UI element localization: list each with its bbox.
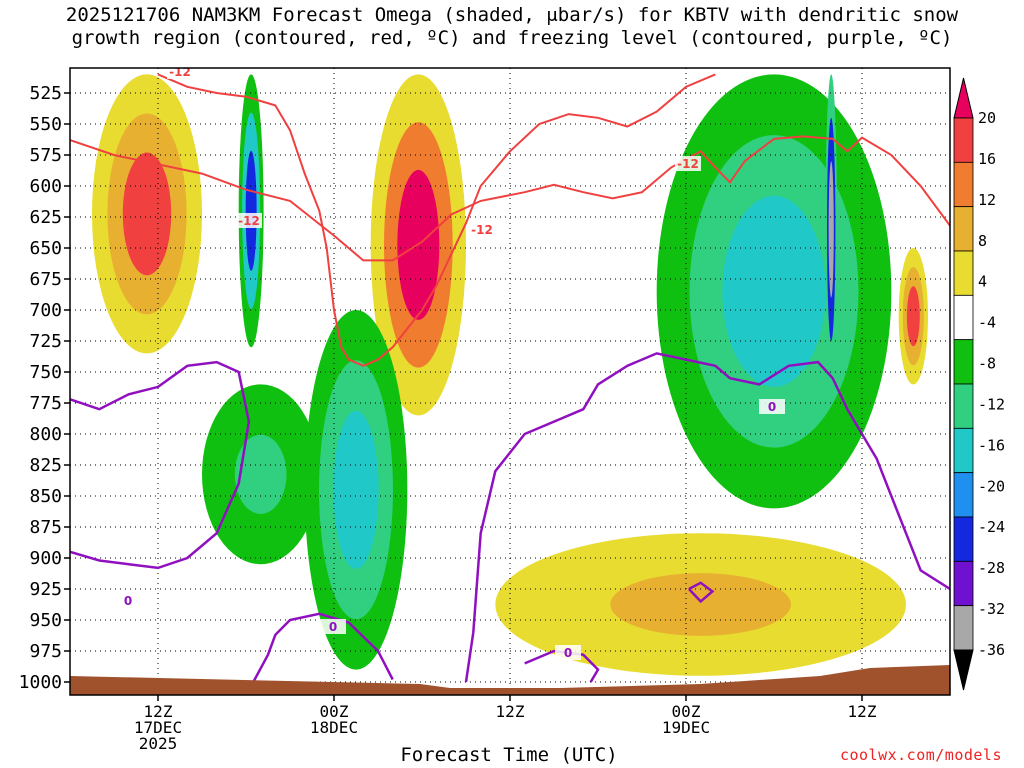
colorbar-top-arrow [953,77,974,119]
dgz-contour-label-bg [167,68,193,79]
colorbar-swatch [953,294,974,341]
colorbar-label: 12 [978,191,996,209]
colorbar-label: 20 [978,109,996,127]
omega-cell-downward-motion-east [722,195,826,387]
x-tick-label: 00Z [672,702,701,721]
omega-cell-upward-motion-east [906,286,920,347]
y-tick-label: 825 [29,455,62,476]
dgz-contour-label: -12 [169,65,191,79]
chart-title-line2: growth region (contoured, red, ºC) and f… [71,27,953,49]
omega-cell-downward-motion-core-west [245,150,257,271]
y-tick-label: 625 [29,207,62,228]
omega-cell-downward-motion-midlevel [234,434,287,514]
y-tick-label: 875 [29,517,62,538]
y-tick-label: 850 [29,486,62,507]
colorbar-swatch [953,206,974,252]
colorbar-swatch [953,250,974,296]
chart-title-line1: 2025121706 NAM3KM Forecast Omega (shaded… [65,4,959,26]
contour-freezing_level_main [464,352,950,683]
freezing-contour-label: 0 [124,594,132,608]
contour-freezing_level_dip [524,649,600,683]
x-tick-label: 17DEC [134,718,182,737]
colorbar-swatch [953,516,974,562]
colorbar-swatch [953,339,974,385]
colorbar-swatch [953,383,974,429]
y-tick-label: 1000 [19,672,62,693]
y-tick-label: 800 [29,424,62,445]
dgz-contour-label: -12 [677,157,699,171]
dgz-contour-label: -12 [238,214,260,228]
dgz-contour-label-bg [469,222,495,237]
freezing-contour-label-bg [320,619,346,634]
contour-dgz_minus12_upper [70,135,950,262]
contour-layer: -12 -12 -12 -12 0 0 0 0 [70,65,950,683]
freezing-contour-label-bg [115,593,141,608]
colorbar-label: -20 [978,477,1005,495]
y-tick-label: 525 [29,83,62,104]
omega-cell-upward-motion-west [122,152,172,276]
x-tick-label: 12Z [496,702,525,721]
contour-freezing_level_mid [252,612,394,683]
colorbar-label: -4 [978,314,996,332]
y-tick-label: 900 [29,548,62,569]
dgz-contour-label: -12 [471,223,493,237]
colorbar-label: -24 [978,518,1005,536]
x-axis-title: Forecast Time (UTC) [400,744,618,766]
x-tick-label: 12Z [144,702,173,721]
x-tick-label: 00Z [320,702,349,721]
chart-title: 2025121706 NAM3KM Forecast Omega (shaded… [0,4,1024,50]
colorbar-label: 4 [978,273,987,291]
colorbar-label: -36 [978,641,1005,659]
y-tick-label: 925 [29,579,62,600]
contour-freezing_level_west [70,360,251,570]
y-tick-label: 600 [29,176,62,197]
colorbar-label: -8 [978,355,996,373]
freezing-contour-label-bg [759,399,785,414]
omega-cell-downward-motion-lowlevel [333,410,379,569]
colorbar-label: -28 [978,559,1005,577]
y-tick-label: 550 [29,114,62,135]
colorbar-swatch [953,161,974,208]
y-tick-label: 575 [29,145,62,166]
freezing-contour-label: 0 [329,620,337,634]
dgz-contour-label-bg [236,213,262,228]
freezing-contour-label-bg [555,645,581,660]
dgz-contour-label-bg [675,156,701,171]
colorbar-swatch [953,427,974,474]
colorbar-label: -12 [978,395,1005,413]
colorbar-label: -16 [978,436,1005,454]
colorbar: 20 16 12 8 4 -4 -8 -12 -16 -20 -24 -28 -32 -36 [953,77,1005,691]
y-tick-label: 650 [29,238,62,259]
contour-freezing_level_east_loop [687,581,715,604]
y-tick-label: 775 [29,393,62,414]
colorbar-swatch [953,605,974,651]
colorbar-label: 16 [978,150,996,168]
contour-dgz_minus12_lower [157,73,716,367]
omega-cell-downward-motion-core-east [828,161,834,298]
colorbar-swatch [953,117,974,163]
grid-lines [70,68,950,695]
y-axis: 525 550 575 600 625 650 675 700 725 750 775 800 825 8… [19,83,70,693]
terrain-shading [70,665,950,695]
y-tick-label: 725 [29,331,62,352]
x-tick-label: 19DEC [662,718,710,737]
watermark: coolwx.com/models [839,746,1002,764]
colorbar-swatch [953,472,974,518]
x-tick-label: 18DEC [310,718,358,737]
colorbar-label: -32 [978,600,1005,618]
colorbar-bottom-arrow [953,649,974,691]
freezing-contour-label: 0 [564,646,572,660]
freezing-contour-label: 0 [768,400,776,414]
x-tick-label: 12Z [848,702,877,721]
y-tick-label: 975 [29,641,62,662]
y-tick-label: 750 [29,362,62,383]
colorbar-swatch [953,560,974,607]
colorbar-label: 8 [978,232,987,250]
y-tick-label: 950 [29,610,62,631]
x-tick-label: 2025 [139,734,178,753]
y-tick-label: 675 [29,269,62,290]
y-tick-label: 700 [29,300,62,321]
